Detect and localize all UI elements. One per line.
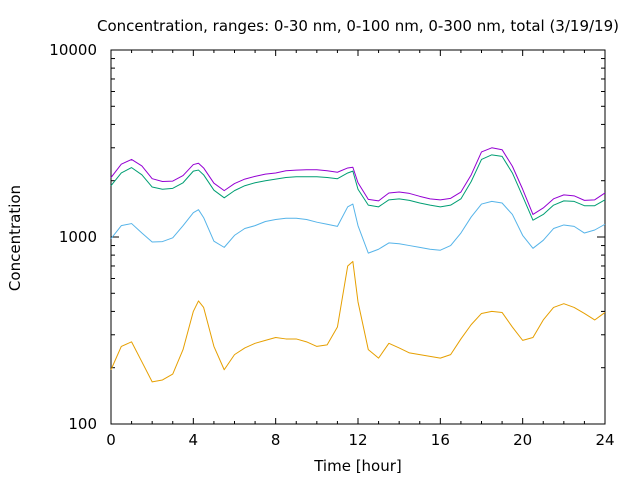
series-line-4 bbox=[110, 147, 606, 215]
x-tick-label: 8 bbox=[271, 431, 281, 449]
x-tick-label: 12 bbox=[348, 431, 367, 449]
series-line-3 bbox=[110, 154, 606, 221]
axis-ticks bbox=[110, 49, 606, 425]
x-tick-label: 4 bbox=[189, 431, 199, 449]
y-tick-label: 1000 bbox=[59, 228, 97, 246]
series-line-1 bbox=[110, 260, 606, 383]
x-axis-label: Time [hour] bbox=[313, 457, 402, 475]
y-axis-label: Concentration bbox=[6, 185, 24, 291]
x-tick-label: 16 bbox=[431, 431, 450, 449]
axis-tick-labels: 0 4 8 12 16 20 24 100 1000 10000 bbox=[49, 41, 614, 449]
plot-border bbox=[110, 49, 606, 425]
x-tick-label: 0 bbox=[106, 431, 116, 449]
series-line-2 bbox=[110, 200, 606, 254]
series-lines bbox=[110, 147, 606, 383]
y-tick-label: 100 bbox=[68, 415, 97, 433]
chart-title: Concentration, ranges: 0-30 nm, 0-100 nm… bbox=[97, 17, 619, 35]
plot-frame bbox=[110, 49, 606, 425]
x-tick-label: 24 bbox=[595, 431, 614, 449]
x-tick-label: 20 bbox=[513, 431, 532, 449]
y-tick-label: 10000 bbox=[49, 41, 97, 59]
